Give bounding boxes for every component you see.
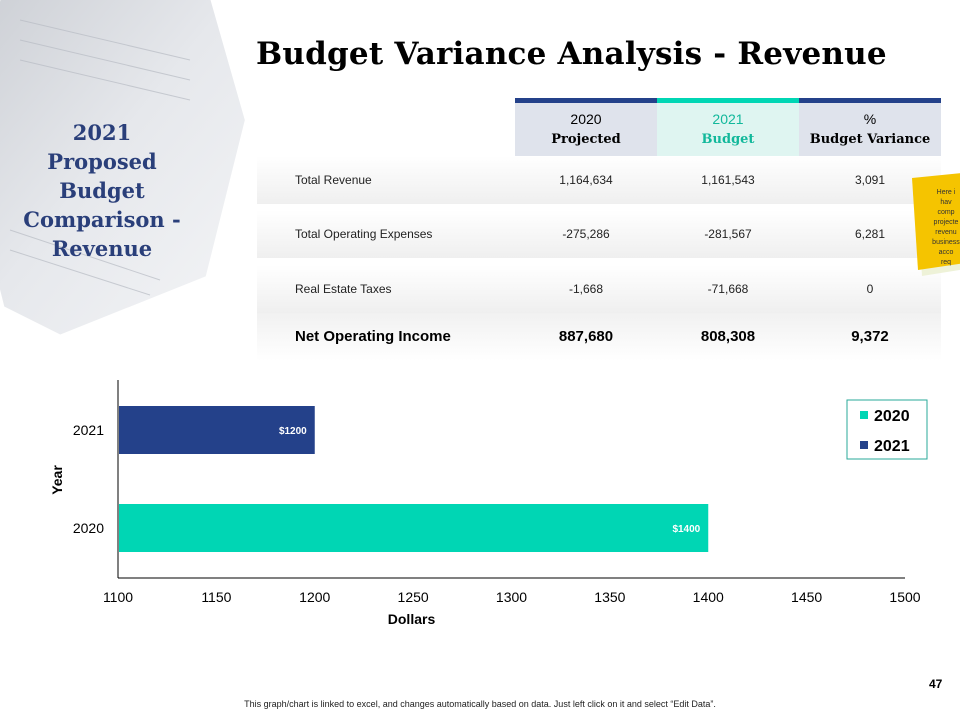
header-year-2020: 2020 [570, 111, 602, 127]
side-title-line-4: Revenue [51, 236, 153, 261]
legend-swatch-2020 [860, 411, 868, 419]
row-label: Total Operating Expenses [295, 227, 433, 241]
table-row-total: Net Operating Income 887,680 808,308 9,3… [257, 313, 941, 361]
x-tick-label: 1450 [791, 589, 822, 605]
row-variance: 0 [866, 282, 874, 296]
header-2021-budget: 2021 Budget [657, 98, 799, 156]
bar-2020 [119, 504, 709, 552]
bar-chart: $1400 $1200 2021 2020 1100 1150 1200 1250 1300 13… [49, 380, 928, 627]
side-title-line-1: 2021 Proposed [47, 120, 157, 174]
row-variance: 3,091 [854, 173, 886, 187]
x-tick-label: 1200 [299, 589, 330, 605]
x-tick-label: 1500 [889, 589, 920, 605]
legend-label-2020: 2020 [874, 408, 910, 425]
side-title: 2021 Proposed Budget Comparison - Revenu… [18, 118, 186, 263]
note-line-5: revenu [935, 229, 957, 236]
legend-label-2021: 2021 [874, 438, 910, 455]
y-tick-label-2021: 2021 [73, 422, 104, 438]
bar-2021 [119, 406, 315, 454]
row-label: Net Operating Income [295, 328, 451, 345]
header-year-2021: 2021 [712, 111, 744, 127]
x-axis-title: Dollars [388, 611, 436, 627]
row-value-2021: -281,567 [704, 227, 752, 241]
row-value-2020: -275,286 [562, 227, 610, 241]
note-line-6: business [932, 239, 960, 246]
y-axis-title: Year [49, 465, 65, 495]
header-percent: % [863, 111, 877, 127]
row-value-2021: -71,668 [707, 282, 749, 296]
note-line-4: projecte [934, 219, 959, 226]
row-value-2021: 808,308 [700, 328, 756, 345]
note-line-3: comp [937, 209, 954, 216]
x-tick-label: 1300 [496, 589, 527, 605]
row-value-2021: 1,161,543 [701, 173, 755, 187]
header-budget: Budget [701, 132, 755, 147]
y-tick-label-2020: 2020 [73, 520, 104, 536]
table-row: Real Estate Taxes -1,668 -71,668 0 [257, 265, 941, 313]
header-projected: Projected [551, 132, 621, 147]
note-line-1: Here i [937, 189, 956, 196]
decorative-hexagon-photo [0, 0, 250, 340]
row-value-2020: -1,668 [568, 282, 604, 296]
row-variance: 9,372 [851, 328, 889, 345]
page-title: Budget Variance Analysis - Revenue [256, 36, 887, 72]
data-label-2020: $1400 [672, 524, 700, 535]
row-value-2020: 1,164,634 [559, 173, 613, 187]
side-title-line-3: Comparison - [23, 207, 181, 232]
side-title-line-2: Budget [59, 178, 145, 203]
row-label: Real Estate Taxes [295, 282, 392, 296]
note-line-8: req [941, 259, 951, 266]
note-line-2: hav [940, 199, 952, 206]
table-row: Total Operating Expenses -275,286 -281,5… [257, 210, 941, 258]
row-label: Total Revenue [295, 173, 372, 187]
x-tick-label: 1400 [693, 589, 724, 605]
footnote: This graph/chart is linked to excel, and… [244, 699, 716, 709]
page-number: 47 [929, 677, 943, 691]
note-line-7: acco [939, 249, 954, 256]
x-tick-label: 1350 [594, 589, 625, 605]
x-tick-label: 1100 [103, 589, 133, 605]
data-label-2021: $1200 [279, 426, 307, 437]
x-tick-label: 1150 [201, 589, 231, 605]
legend-box [846, 399, 928, 460]
header-budget-variance: % Budget Variance [799, 98, 941, 156]
sticky-note: Here i hav comp projecte revenu business… [912, 173, 960, 276]
header-2020-projected: 2020 Projected [515, 98, 657, 156]
legend-swatch-2021 [860, 441, 868, 449]
row-value-2020: 887,680 [558, 328, 614, 345]
row-variance: 6,281 [854, 227, 886, 241]
header-variance: Budget Variance [809, 132, 931, 147]
table-row: Total Revenue 1,164,634 1,161,543 3,091 [257, 156, 941, 204]
x-tick-label: 1250 [398, 589, 429, 605]
